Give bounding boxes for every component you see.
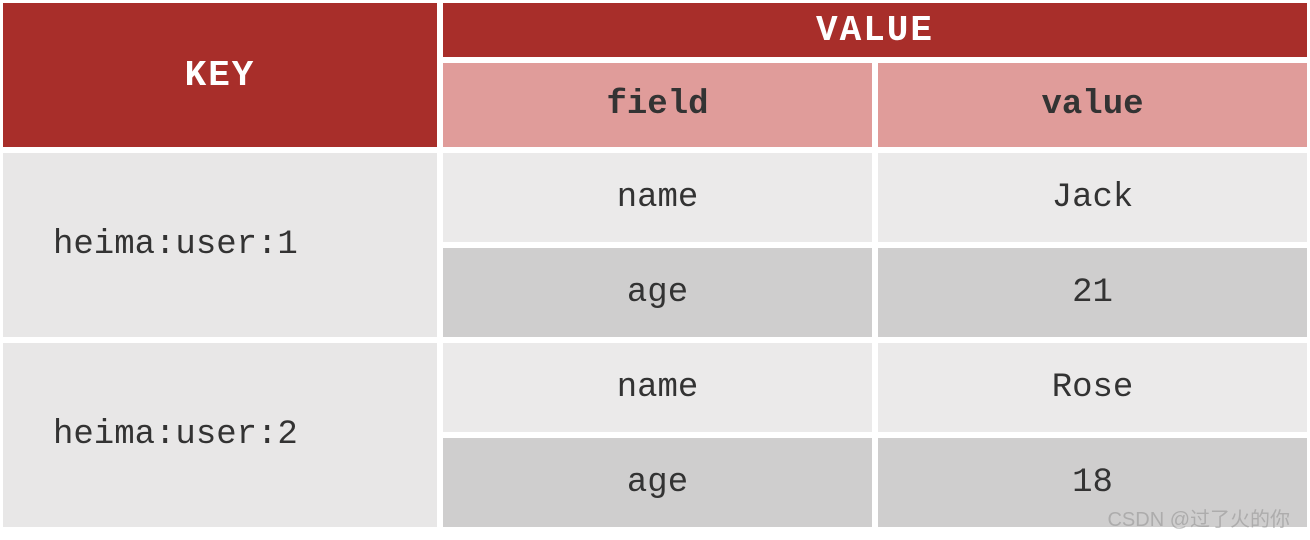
subheader-field-cell: field xyxy=(440,60,875,150)
data-table: KEY VALUE field value heima:user:1 name … xyxy=(0,0,1310,530)
value-cell: Jack xyxy=(875,150,1310,245)
key-cell: heima:user:1 xyxy=(0,150,440,340)
hash-table: KEY VALUE field value heima:user:1 name … xyxy=(0,0,1310,530)
table-row: heima:user:2 name Rose xyxy=(0,340,1310,435)
field-cell: age xyxy=(440,435,875,530)
field-cell: name xyxy=(440,150,875,245)
header-row: KEY VALUE xyxy=(0,0,1310,60)
value-cell: 21 xyxy=(875,245,1310,340)
subheader-value-cell: value xyxy=(875,60,1310,150)
header-value-cell: VALUE xyxy=(440,0,1310,60)
value-cell: Rose xyxy=(875,340,1310,435)
key-cell: heima:user:2 xyxy=(0,340,440,530)
field-cell: name xyxy=(440,340,875,435)
header-key-cell: KEY xyxy=(0,0,440,150)
watermark-text: CSDN @过了火的你 xyxy=(1107,503,1290,532)
table-row: heima:user:1 name Jack xyxy=(0,150,1310,245)
field-cell: age xyxy=(440,245,875,340)
